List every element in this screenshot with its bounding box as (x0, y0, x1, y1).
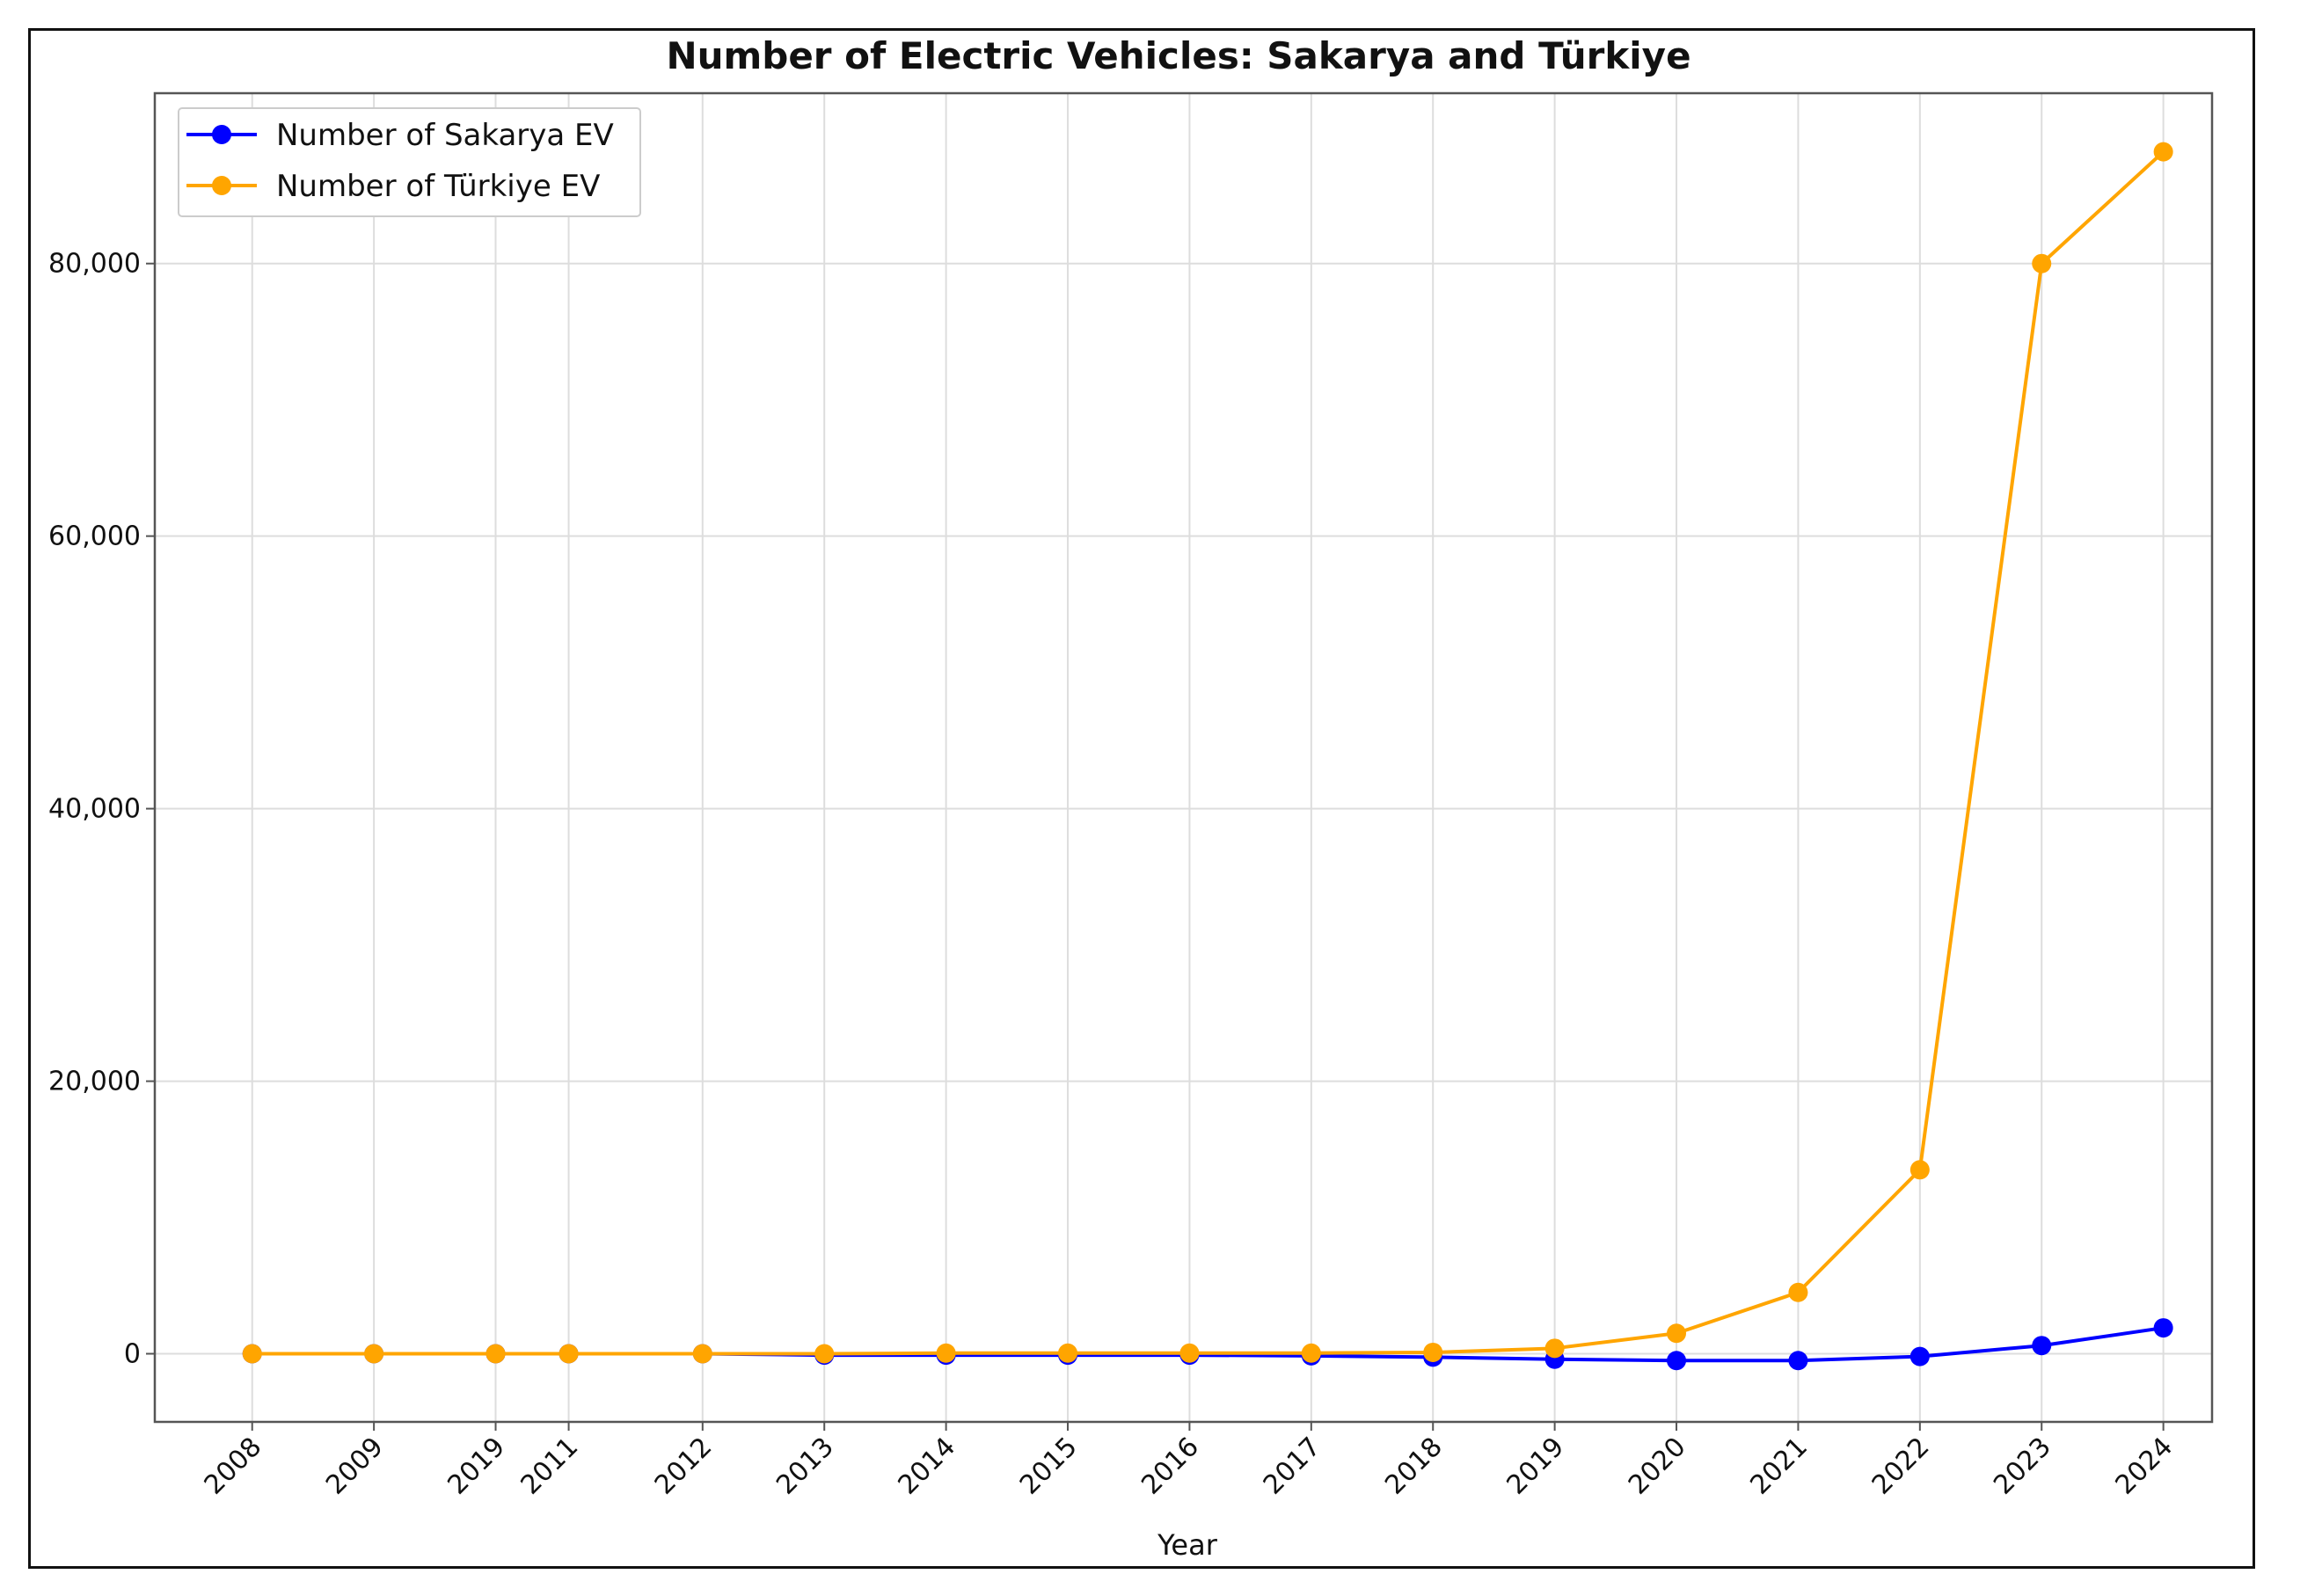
data-point (2032, 253, 2052, 273)
y-tick-label: 40,000 (48, 794, 141, 825)
data-point (2032, 1336, 2052, 1356)
series-line (252, 1326, 2164, 1363)
x-axis-ticks: 2008 2009 2019 2011 2012 2013 2014 2015 2016 2017… (199, 1422, 2180, 1501)
plot-area (153, 91, 2214, 1424)
x-tick-label: 2015 (1014, 1432, 1084, 1501)
x-tick-label: 2022 (1866, 1432, 1936, 1501)
figure-frame (28, 28, 2255, 1569)
x-tick-label: 2011 (515, 1432, 584, 1501)
series-sakarya (242, 1318, 2173, 1371)
y-tick-label: 20,000 (48, 1067, 141, 1097)
y-tick-label: 80,000 (48, 249, 141, 280)
data-point (1544, 1338, 1565, 1359)
legend-marker (212, 176, 231, 195)
x-tick-label: 2016 (1135, 1432, 1205, 1501)
x-tick-label: 2024 (2110, 1432, 2180, 1501)
x-tick-label: 2012 (649, 1432, 719, 1501)
legend-label: Number of Sakarya EV (276, 118, 614, 153)
data-point (692, 1344, 712, 1364)
y-tick-label: 60,000 (48, 521, 141, 552)
x-tick-label: 2017 (1258, 1432, 1327, 1501)
x-tick-label: 2023 (1988, 1432, 2057, 1501)
data-point (814, 1344, 835, 1364)
chart-title: Number of Electric Vehicles: Sakarya and… (666, 34, 1690, 77)
data-point (1179, 1343, 1200, 1363)
data-point (242, 1344, 262, 1364)
data-point (1667, 1351, 1687, 1371)
data-point (1058, 1343, 1078, 1363)
x-tick-label: 2014 (893, 1432, 962, 1501)
x-tick-label: 2019 (1501, 1432, 1571, 1501)
data-point (936, 1343, 956, 1363)
series-line (252, 150, 2165, 1356)
x-tick-label: 2018 (1379, 1432, 1449, 1501)
legend-marker (212, 125, 231, 144)
y-axis-ticks: 0 20,000 40,000 60,000 80,000 (48, 249, 155, 1370)
x-tick-label: 2019 (442, 1432, 511, 1501)
grid-layer (155, 93, 2212, 1422)
data-point (1423, 1342, 1443, 1362)
x-tick-label: 2009 (320, 1432, 390, 1501)
legend-box (178, 107, 641, 217)
data-point (2153, 1318, 2173, 1338)
data-point (1788, 1351, 1808, 1371)
x-tick-label: 2008 (199, 1432, 268, 1501)
data-point (1667, 1323, 1687, 1344)
y-tick-label: 0 (124, 1339, 141, 1370)
series-layer (242, 142, 2173, 1371)
x-tick-label: 2020 (1623, 1432, 1692, 1501)
x-tick-label: 2013 (770, 1432, 840, 1501)
series-turkiye (242, 142, 2173, 1364)
legend: Number of Sakarya EV Number of Türkiye EV (178, 107, 641, 217)
data-point (1788, 1282, 1808, 1302)
data-point (486, 1344, 506, 1364)
x-tick-label: 2021 (1744, 1432, 1814, 1501)
x-axis-label: Year (1157, 1528, 1218, 1562)
data-point (2153, 142, 2173, 162)
data-point (1909, 1160, 1930, 1180)
data-point (1909, 1346, 1930, 1366)
legend-label: Number of Türkiye EV (276, 169, 600, 204)
data-point (1301, 1343, 1321, 1363)
data-point (559, 1344, 579, 1364)
data-point (364, 1344, 384, 1364)
